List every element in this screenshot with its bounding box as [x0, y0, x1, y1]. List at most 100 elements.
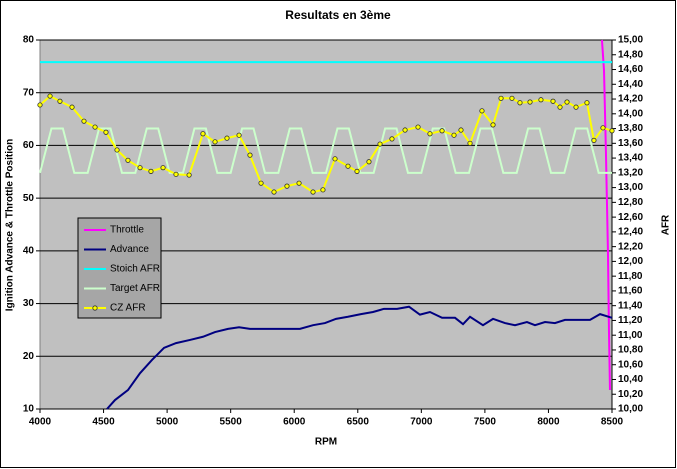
y2-tick-label: 10,40: [618, 374, 643, 385]
y-tick-label: 10: [23, 404, 35, 415]
x-tick-label: 5500: [220, 417, 243, 428]
series-marker: [609, 128, 615, 134]
series-marker: [345, 163, 351, 169]
series-marker: [389, 136, 395, 142]
y2-tick-label: 10,60: [618, 359, 643, 370]
x-tick-label: 7500: [474, 417, 497, 428]
series-line: [39, 127, 612, 174]
series-marker: [427, 131, 433, 137]
y2-tick-label: 12,80: [618, 197, 643, 208]
series-marker: [332, 156, 338, 162]
series-marker: [160, 165, 166, 171]
y2-tick-label: 10,20: [618, 389, 643, 400]
y2-tick-label: 13,40: [618, 153, 643, 164]
y2-tick-label: 10,00: [618, 404, 643, 415]
x-tick-label: 6500: [347, 417, 370, 428]
series-marker: [37, 102, 43, 108]
series-marker: [236, 132, 242, 138]
series-marker: [320, 187, 326, 193]
series-marker: [557, 104, 563, 110]
series-marker: [451, 132, 457, 138]
y2-tick-label: 14,00: [618, 108, 643, 119]
legend-label: Throttle: [110, 225, 144, 236]
series-marker: [498, 95, 504, 101]
y2-axis-label: AFR: [661, 214, 672, 235]
series-marker: [354, 168, 360, 174]
y2-tick-label: 12,60: [618, 212, 643, 223]
y2-tick-label: 14,20: [618, 94, 643, 105]
y2-tick-label: 14,80: [618, 49, 643, 60]
series-marker: [550, 98, 556, 104]
y2-tick-label: 11,20: [618, 315, 643, 326]
series-marker: [591, 137, 597, 143]
series-marker: [69, 104, 75, 110]
legend-label: CZ AFR: [110, 303, 146, 314]
series-marker: [212, 139, 218, 145]
series-marker: [186, 172, 192, 178]
x-tick-label: 5000: [156, 417, 179, 428]
series-marker: [439, 128, 445, 134]
series-marker: [258, 180, 264, 186]
legend-label: Advance: [110, 244, 149, 255]
y2-tick-label: 13,60: [618, 138, 643, 149]
series-marker: [173, 171, 179, 177]
series-marker: [296, 180, 302, 186]
chart-title: Resultats en 3ème: [285, 8, 391, 22]
series-marker: [284, 183, 290, 189]
legend-label: Target AFR: [110, 283, 160, 294]
y2-tick-label: 14,60: [618, 64, 643, 75]
series-marker: [366, 159, 372, 165]
x-tick-label: 8000: [537, 417, 560, 428]
legend-marker: [92, 305, 98, 311]
x-axis-label: RPM: [315, 437, 337, 448]
series-marker: [527, 99, 533, 105]
series-marker: [114, 147, 120, 153]
series-marker: [538, 97, 544, 103]
series-line: [106, 305, 613, 410]
series-marker: [458, 127, 464, 133]
y-tick-label: 70: [23, 87, 35, 98]
y2-tick-label: 12,40: [618, 227, 643, 238]
y-tick-label: 30: [23, 298, 35, 309]
series-marker: [377, 141, 383, 147]
x-tick-label: 8500: [601, 417, 624, 428]
series-marker: [509, 95, 515, 101]
series-marker: [81, 118, 87, 124]
series-marker: [125, 157, 131, 163]
y2-tick-label: 12,00: [618, 256, 643, 267]
y2-tick-label: 12,20: [618, 241, 643, 252]
series-marker: [517, 100, 523, 106]
series-marker: [467, 140, 473, 146]
series-marker: [402, 127, 408, 133]
series-marker: [247, 152, 253, 158]
series-marker: [271, 189, 277, 195]
y-tick-label: 40: [23, 245, 35, 256]
series-marker: [137, 165, 143, 171]
y-tick-label: 50: [23, 193, 35, 204]
y2-tick-label: 11,40: [618, 300, 643, 311]
series-marker: [584, 100, 590, 106]
series-marker: [200, 131, 206, 137]
y2-tick-label: 10,80: [618, 345, 643, 356]
y-tick-label: 20: [23, 351, 35, 362]
series-line: [600, 39, 611, 391]
y-tick-label: 80: [23, 35, 35, 46]
y2-tick-label: 11,60: [618, 286, 643, 297]
series-marker: [148, 168, 154, 174]
series-marker: [415, 124, 421, 130]
y2-tick-label: 13,80: [618, 123, 643, 134]
x-tick-label: 4500: [92, 417, 115, 428]
y-axis-label: Ignition Advance & Throttle Position: [5, 139, 16, 311]
y2-tick-label: 13,20: [618, 167, 643, 178]
y2-tick-label: 13,00: [618, 182, 643, 193]
x-tick-label: 4000: [29, 417, 52, 428]
series-marker: [103, 129, 109, 135]
series-marker: [57, 98, 63, 104]
y2-tick-label: 11,80: [618, 271, 643, 282]
series-marker: [600, 125, 606, 131]
series-marker: [573, 104, 579, 110]
series-marker: [47, 93, 53, 99]
y2-tick-label: 11,00: [618, 330, 643, 341]
x-tick-label: 7000: [410, 417, 433, 428]
